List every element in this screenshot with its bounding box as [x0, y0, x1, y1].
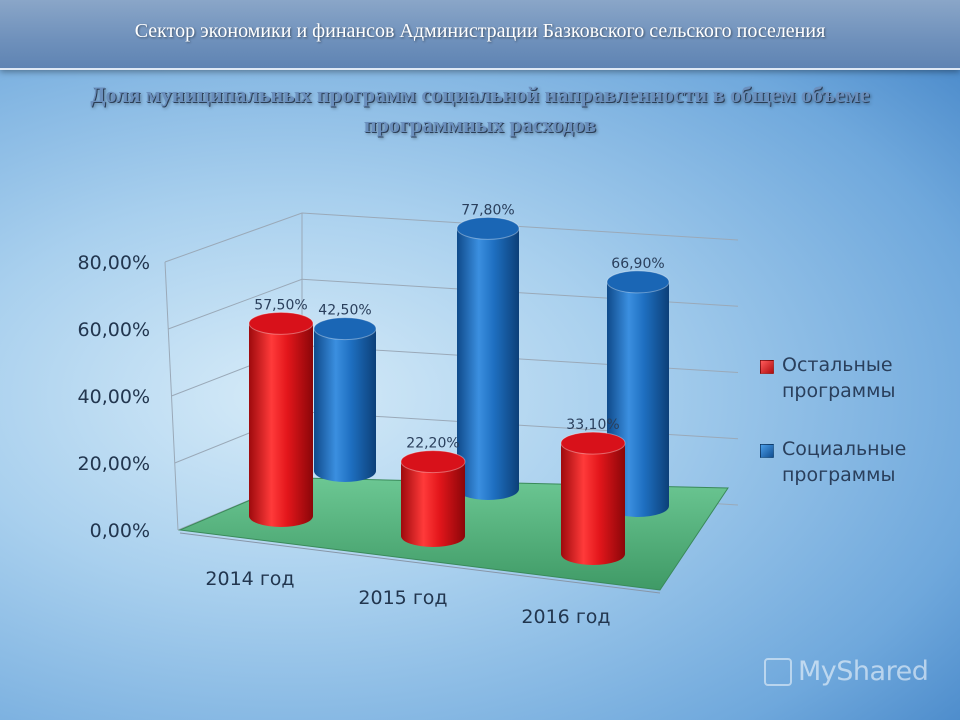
- y-tick-label: 60,00%: [78, 319, 150, 341]
- chart-title: Доля муниципальных программ социальной н…: [90, 82, 870, 137]
- y-tick-label: 20,00%: [78, 453, 150, 475]
- legend-swatch-other: [760, 360, 774, 374]
- bar-top: [560, 431, 626, 455]
- y-axis-ticks: 0,00% 20,00% 40,00% 60,00% 80,00%: [78, 252, 150, 542]
- gridline: [164, 212, 739, 263]
- bar-body: [401, 461, 465, 547]
- data-label-social: 66,90%: [611, 256, 664, 272]
- chart-bars: 42,50% 77,80% 66,90% 57,50% 22,20% 33,10%: [248, 202, 670, 565]
- presentation-icon: [764, 658, 792, 686]
- x-axis-line: [179, 532, 661, 594]
- header-band: [0, 0, 960, 70]
- legend-label-social: Социальные программы: [782, 438, 907, 486]
- legend-swatch-social: [760, 444, 774, 458]
- y-tick-label: 80,00%: [78, 252, 150, 274]
- bar-body: [457, 228, 519, 500]
- bar-body: [249, 323, 313, 527]
- y-tick-label: 0,00%: [90, 520, 150, 542]
- bar-top: [606, 270, 670, 294]
- x-axis-ticks: 2014 год 2015 год 2016 год: [205, 568, 610, 628]
- left-wall-edge: [164, 261, 179, 531]
- bar-other: [248, 311, 314, 527]
- x-tick-label: 2014 год: [205, 568, 294, 590]
- bar-top: [313, 317, 377, 341]
- data-label-other: 33,10%: [566, 417, 619, 433]
- watermark: MyShared: [764, 656, 929, 687]
- bar-social: [456, 216, 520, 500]
- bar-top: [248, 311, 314, 335]
- chart-legend: Остальные программы Социальные программы: [760, 352, 950, 520]
- legend-label-other: Остальные программы: [782, 354, 896, 402]
- legend-item-other: Остальные программы: [760, 352, 950, 404]
- data-label-social: 77,80%: [461, 202, 514, 218]
- data-label-other: 22,20%: [406, 436, 459, 452]
- bar-other: [400, 450, 466, 547]
- header-title: Сектор экономики и финансов Администраци…: [134, 20, 826, 42]
- bar-social: [313, 317, 377, 482]
- data-label-other: 57,50%: [254, 297, 307, 313]
- bar-body: [561, 443, 625, 565]
- x-tick-label: 2015 год: [358, 587, 447, 609]
- y-tick-label: 40,00%: [78, 386, 150, 408]
- data-label-social: 42,50%: [318, 303, 371, 319]
- legend-item-social: Социальные программы: [760, 436, 950, 488]
- x-tick-label: 2016 год: [521, 606, 610, 628]
- bar-other: [560, 431, 626, 565]
- bar-top: [456, 216, 520, 240]
- watermark-text: MyShared: [798, 656, 929, 687]
- bar-top: [400, 450, 466, 474]
- bar-body: [314, 328, 376, 482]
